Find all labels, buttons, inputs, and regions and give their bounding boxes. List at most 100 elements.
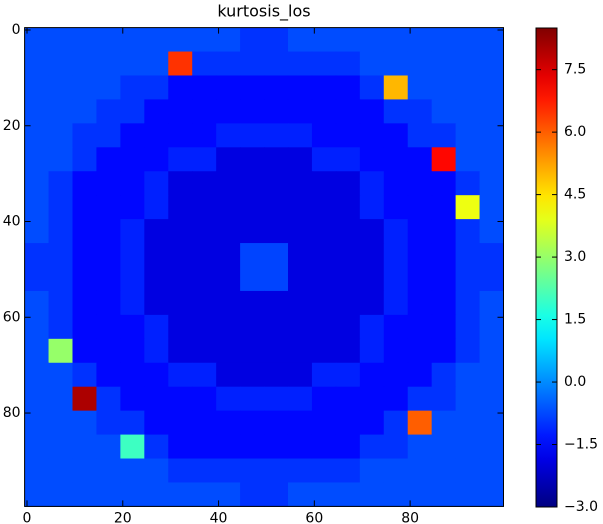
heatmap-cell [48, 482, 73, 507]
heatmap-cell [72, 243, 97, 268]
heatmap-cell [479, 27, 504, 53]
heatmap-cell [407, 314, 433, 340]
heatmap-cell [72, 338, 97, 364]
heatmap-cell [216, 219, 241, 244]
heatmap-cell [407, 386, 433, 412]
heatmap-cell [264, 123, 289, 148]
heatmap-cell [311, 267, 337, 292]
heatmap-cell [216, 386, 241, 412]
heatmap-cell [335, 338, 361, 364]
heatmap-cell [96, 123, 121, 148]
x-tick-label: 20 [114, 510, 132, 524]
heatmap-cell [455, 51, 481, 76]
heatmap-cell [96, 362, 121, 388]
heatmap-cell [96, 314, 121, 340]
heatmap-cell [72, 267, 97, 292]
heatmap-cell [287, 219, 313, 244]
heatmap-cell [383, 314, 409, 340]
heatmap-cell [335, 123, 361, 148]
heatmap-cell [335, 482, 361, 507]
heatmap-cell [383, 458, 409, 483]
heatmap-cell [120, 219, 145, 244]
heatmap-cell [144, 219, 169, 244]
heatmap-cell [144, 267, 169, 292]
heatmap-cell [311, 27, 337, 53]
heatmap-cell [455, 267, 481, 292]
heatmap-cell [120, 75, 145, 100]
heatmap-cell [383, 27, 409, 53]
heatmap-cell [72, 362, 97, 388]
heatmap-cell [431, 290, 457, 316]
heatmap-cell [431, 75, 457, 100]
heatmap-cell [72, 171, 97, 196]
heatmap-cell [407, 243, 433, 268]
heatmap-cell [383, 123, 409, 148]
heatmap-cell [431, 482, 457, 507]
heatmap-cell [359, 338, 385, 364]
heatmap-cell [431, 410, 457, 436]
colorbar-tick-label: −1.5 [564, 437, 598, 453]
heatmap-cell [168, 99, 193, 124]
heatmap-cell [24, 27, 50, 53]
heatmap-cell [144, 123, 169, 148]
heatmap-cell [96, 434, 121, 460]
heatmap-cell [144, 171, 169, 196]
heatmap-cell [407, 219, 433, 244]
heatmap-cell [96, 458, 121, 483]
heatmap-cell [383, 147, 409, 172]
heatmap-cell [120, 482, 145, 507]
heatmap-cell [287, 195, 313, 220]
heatmap-cell [48, 290, 73, 316]
heatmap-cell [72, 219, 97, 244]
heatmap-cell [168, 458, 193, 483]
heatmap-cell [48, 171, 73, 196]
heatmap-cell [24, 99, 50, 124]
heatmap-cell [192, 458, 217, 483]
heatmap-cell [431, 171, 457, 196]
heatmap-cell [455, 410, 481, 436]
plot-frame [24, 27, 504, 507]
heatmap-cell [192, 99, 217, 124]
heatmap-cell [240, 290, 265, 316]
heatmap-cell [359, 386, 385, 412]
heatmap-cell [383, 482, 409, 507]
heatmap-cell [216, 195, 241, 220]
heatmap-cell [120, 338, 145, 364]
heatmap-cell [407, 75, 433, 100]
heatmap-cell [48, 386, 73, 412]
heatmap-cell [72, 290, 97, 316]
heatmap-cell [455, 458, 481, 483]
heatmap-cell [264, 386, 289, 412]
heatmap-cell [287, 147, 313, 172]
heatmap-cell [359, 267, 385, 292]
heatmap-cell [240, 482, 265, 507]
heatmap-cell [192, 386, 217, 412]
heatmap-cell [407, 171, 433, 196]
heatmap-cell [24, 386, 50, 412]
heatmap-cell [455, 314, 481, 340]
heatmap-cell [216, 410, 241, 436]
heatmap-cell [72, 75, 97, 100]
heatmap-cell [383, 219, 409, 244]
heatmap-cell [359, 362, 385, 388]
heatmap-cell [479, 458, 504, 483]
heatmap-cell [264, 482, 289, 507]
heatmap-cell [144, 458, 169, 483]
colorbar-tick-label: 1.5 [564, 312, 586, 328]
heatmap-cell [359, 434, 385, 460]
heatmap-cell [359, 410, 385, 436]
heatmap-cell [455, 99, 481, 124]
heatmap-cell [120, 171, 145, 196]
colorbar-tick-label: 6.0 [564, 124, 586, 140]
heatmap-cell [120, 458, 145, 483]
heatmap-cell [144, 75, 169, 100]
heatmap-cell [72, 410, 97, 436]
heatmap-cell [383, 290, 409, 316]
heatmap-cell [264, 171, 289, 196]
heatmap-cell [24, 434, 50, 460]
heatmap-cell [216, 458, 241, 483]
heatmap-cell [311, 75, 337, 100]
heatmap-cell [264, 338, 289, 364]
heatmap-cell [96, 338, 121, 364]
